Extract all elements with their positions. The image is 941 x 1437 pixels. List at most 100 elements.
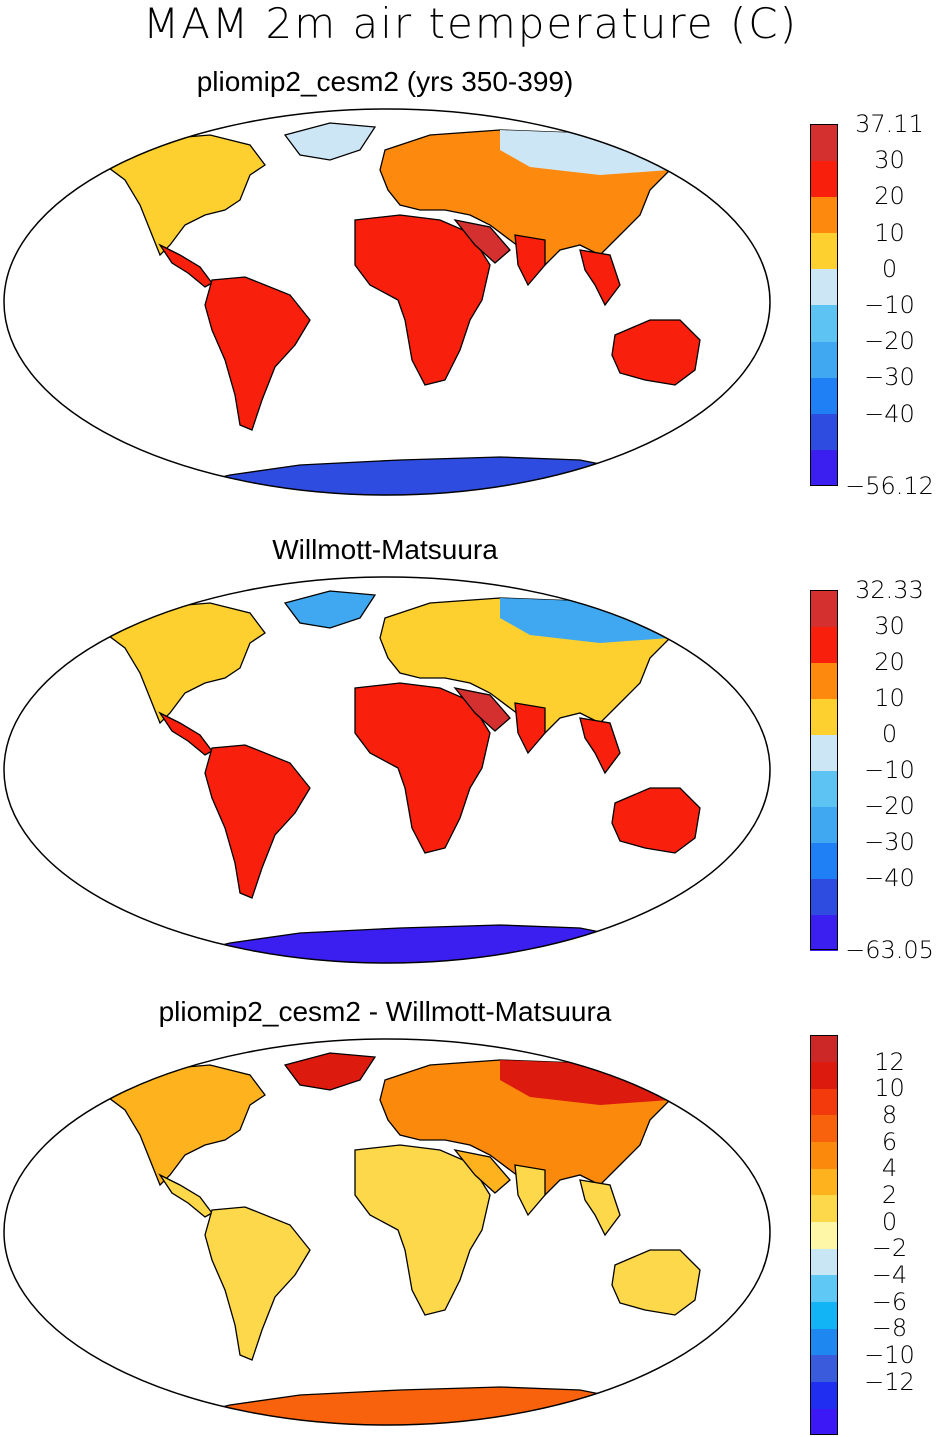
colorbar-segment bbox=[810, 1328, 838, 1356]
colorbar-tick-label: 4 bbox=[881, 1154, 898, 1183]
landmass-india bbox=[514, 702, 546, 755]
landmass-africa bbox=[354, 214, 491, 386]
panel-3-colorbar bbox=[810, 1035, 838, 1436]
colorbar-segment bbox=[810, 341, 838, 378]
colorbar-tick-label: −8 bbox=[871, 1314, 908, 1343]
colorbar-tick-label: 10 bbox=[874, 218, 905, 247]
colorbar-segment bbox=[810, 734, 838, 771]
colorbar-tick-label: −40 bbox=[864, 864, 915, 892]
colorbar-segment bbox=[810, 377, 838, 415]
colorbar-tick-label: 37.11 bbox=[855, 110, 924, 138]
colorbar-segment bbox=[810, 449, 838, 487]
landmass-north-america bbox=[93, 1064, 266, 1187]
colorbar-segment bbox=[810, 196, 838, 234]
colorbar-segment bbox=[810, 1061, 838, 1089]
panel-3-map bbox=[3, 1038, 771, 1426]
landmass-central-america bbox=[158, 1173, 213, 1218]
landmass-central-america bbox=[158, 711, 213, 756]
landmass-north-america bbox=[93, 602, 266, 725]
colorbar-segment bbox=[810, 1088, 838, 1116]
colorbar-segment bbox=[810, 1248, 838, 1276]
colorbar-tick-label: 32.33 bbox=[855, 576, 924, 604]
colorbar-tick-label: 12 bbox=[874, 1047, 905, 1076]
colorbar-segment bbox=[810, 1141, 838, 1169]
colorbar-tick-label: −30 bbox=[864, 363, 915, 392]
colorbar-tick-label: −4 bbox=[871, 1261, 908, 1289]
panel-1-map bbox=[3, 108, 771, 496]
landmass-arabia bbox=[453, 1149, 511, 1194]
colorbar-tick-label: 0 bbox=[881, 1207, 898, 1236]
colorbar-tick-label: 0 bbox=[881, 254, 898, 283]
colorbar-segment bbox=[810, 1275, 838, 1303]
colorbar-segment bbox=[810, 1115, 838, 1143]
landmass-south-america bbox=[204, 276, 311, 431]
colorbar-tick-label: −10 bbox=[864, 291, 915, 319]
map-boundary bbox=[3, 576, 771, 964]
colorbar-segment bbox=[810, 1301, 838, 1329]
map-boundary bbox=[3, 1038, 771, 1426]
colorbar-tick-label: −10 bbox=[864, 1341, 915, 1369]
colorbar-segment bbox=[810, 590, 838, 627]
landmass-greenland bbox=[283, 122, 377, 161]
colorbar-segment bbox=[810, 914, 838, 951]
map-boundary bbox=[3, 108, 771, 496]
landmass-antarctica bbox=[169, 924, 632, 963]
figure-title: MAM 2m air temperature (C) bbox=[142, 0, 798, 48]
landmass-north-america bbox=[93, 134, 266, 257]
colorbar-tick-label: 10 bbox=[874, 1074, 905, 1103]
colorbar-segment bbox=[810, 878, 838, 915]
landmass-australia bbox=[611, 319, 701, 386]
landmass-arabia bbox=[453, 687, 511, 732]
colorbar-segment bbox=[810, 305, 838, 342]
colorbar-segment bbox=[810, 1355, 838, 1383]
colorbar-tick-label: 20 bbox=[874, 648, 905, 676]
colorbar-segment bbox=[810, 1408, 838, 1436]
colorbar-tick-label: −2 bbox=[871, 1234, 908, 1263]
colorbar-segment bbox=[810, 806, 838, 843]
colorbar-tick-label: 0 bbox=[881, 720, 898, 748]
colorbar-tick-label: −20 bbox=[864, 327, 915, 356]
colorbar-tick-label: −40 bbox=[864, 399, 915, 428]
panel-2-colorbar bbox=[810, 590, 838, 951]
colorbar-segment bbox=[810, 1168, 838, 1196]
colorbar-segment bbox=[810, 232, 838, 270]
landmass-australia bbox=[611, 787, 701, 854]
colorbar-segment bbox=[810, 1195, 838, 1223]
colorbar-tick-label: −30 bbox=[864, 828, 915, 856]
landmass-africa bbox=[354, 1144, 491, 1316]
landmass-arabia bbox=[453, 219, 511, 264]
landmass-australia bbox=[611, 1249, 701, 1316]
colorbar-segment bbox=[810, 770, 838, 807]
landmass-central-america bbox=[158, 243, 213, 288]
panel-1-colorbar bbox=[810, 124, 838, 487]
landmass-antarctica bbox=[169, 456, 632, 495]
colorbar-segment bbox=[810, 413, 838, 451]
landmass-greenland bbox=[283, 590, 377, 629]
colorbar-tick-label: 20 bbox=[874, 182, 905, 211]
colorbar-segment bbox=[810, 268, 838, 306]
panel-1-title: pliomip2_cesm2 (yrs 350-399) bbox=[196, 66, 574, 97]
colorbar-tick-label: −63.05 bbox=[845, 936, 934, 964]
colorbar-tick-label: 8 bbox=[881, 1101, 898, 1129]
colorbar-segment bbox=[810, 160, 838, 197]
landmass-india bbox=[514, 234, 546, 287]
colorbar-tick-label: 30 bbox=[874, 146, 905, 175]
colorbar-segment bbox=[810, 626, 838, 663]
panel-2-map bbox=[3, 576, 771, 964]
landmass-southeast-asia bbox=[579, 717, 621, 775]
colorbar-segment bbox=[810, 698, 838, 735]
colorbar-tick-label: −10 bbox=[864, 756, 915, 784]
colorbar-segment bbox=[810, 1221, 838, 1249]
colorbar-segment bbox=[810, 1381, 838, 1409]
colorbar-tick-label: 2 bbox=[881, 1181, 898, 1209]
colorbar-segment bbox=[810, 124, 838, 161]
colorbar-segment bbox=[810, 842, 838, 879]
landmass-africa bbox=[354, 682, 491, 854]
landmass-south-america bbox=[204, 744, 311, 899]
colorbar-tick-label: 30 bbox=[874, 612, 905, 640]
colorbar-tick-label: 10 bbox=[874, 684, 905, 712]
landmass-antarctica bbox=[169, 1386, 632, 1425]
colorbar-tick-label: −12 bbox=[864, 1367, 915, 1396]
colorbar-tick-label: 6 bbox=[881, 1127, 898, 1156]
colorbar-tick-label: −56.12 bbox=[845, 472, 934, 500]
